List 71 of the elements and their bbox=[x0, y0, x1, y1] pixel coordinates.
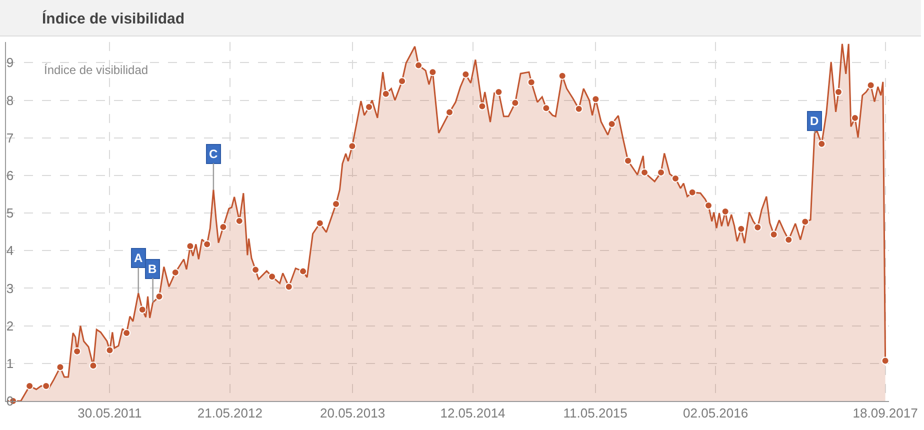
point bbox=[186, 242, 194, 250]
annotation: A bbox=[134, 251, 143, 265]
point bbox=[688, 188, 696, 196]
y-tick-label: 7 bbox=[6, 130, 14, 146]
point bbox=[414, 61, 423, 70]
x-tick-label: 20.05.2013 bbox=[320, 406, 386, 421]
x-tick-label: 21.05.2012 bbox=[197, 406, 262, 421]
annotation: B bbox=[148, 262, 157, 276]
point bbox=[299, 267, 308, 276]
annotation: D bbox=[810, 114, 819, 128]
point bbox=[316, 219, 324, 228]
point bbox=[219, 222, 228, 231]
point bbox=[332, 200, 340, 208]
point bbox=[770, 230, 778, 238]
point bbox=[89, 362, 98, 370]
point bbox=[122, 328, 131, 337]
y-tick-label: 4 bbox=[6, 243, 14, 258]
point bbox=[592, 95, 600, 104]
point bbox=[235, 216, 244, 225]
point bbox=[542, 104, 550, 112]
point bbox=[721, 208, 730, 216]
point bbox=[494, 88, 503, 96]
point bbox=[558, 72, 566, 80]
point bbox=[155, 292, 164, 300]
point bbox=[511, 98, 520, 107]
point bbox=[398, 77, 406, 86]
point bbox=[737, 224, 746, 233]
point bbox=[268, 272, 276, 281]
point bbox=[881, 356, 890, 365]
point bbox=[834, 88, 842, 96]
point bbox=[640, 168, 649, 176]
y-tick-label: 6 bbox=[6, 168, 14, 183]
point bbox=[671, 174, 680, 182]
point bbox=[818, 140, 826, 148]
x-tick-label: 30.05.2011 bbox=[78, 406, 142, 421]
point bbox=[348, 142, 356, 150]
point bbox=[462, 70, 470, 78]
x-tick-label: 11.05.2015 bbox=[563, 406, 628, 421]
x-tick-label: 18.09.2017 bbox=[852, 406, 918, 421]
point bbox=[284, 282, 293, 291]
point bbox=[138, 306, 146, 314]
point bbox=[527, 78, 536, 86]
x-tick-label: 02.05.2016 bbox=[683, 406, 748, 421]
point bbox=[428, 68, 437, 76]
point bbox=[382, 90, 390, 98]
point bbox=[704, 202, 712, 210]
point bbox=[801, 218, 810, 226]
point bbox=[608, 120, 616, 128]
point bbox=[171, 268, 180, 276]
point bbox=[446, 108, 454, 116]
y-tick-label: 5 bbox=[6, 206, 14, 221]
point bbox=[866, 81, 875, 90]
annotation: C bbox=[209, 147, 218, 161]
point bbox=[73, 347, 82, 356]
point bbox=[365, 103, 374, 112]
y-tick-label: 9 bbox=[6, 55, 14, 70]
y-tick-label: 2 bbox=[6, 318, 14, 334]
annotation: Índice de visibilidad bbox=[44, 63, 148, 77]
y-tick-label: 8 bbox=[6, 92, 14, 108]
point bbox=[106, 346, 114, 354]
y-tick-label: 3 bbox=[6, 280, 14, 296]
point bbox=[784, 236, 793, 244]
point bbox=[754, 223, 762, 232]
point bbox=[657, 168, 666, 176]
point bbox=[203, 240, 212, 248]
y-tick-label: 1 bbox=[6, 356, 14, 371]
point bbox=[56, 363, 64, 372]
chart-title: Índice de visibilidad bbox=[42, 9, 185, 28]
point bbox=[478, 102, 486, 110]
point bbox=[574, 104, 583, 113]
x-tick-label: 12.05.2014 bbox=[440, 406, 506, 421]
